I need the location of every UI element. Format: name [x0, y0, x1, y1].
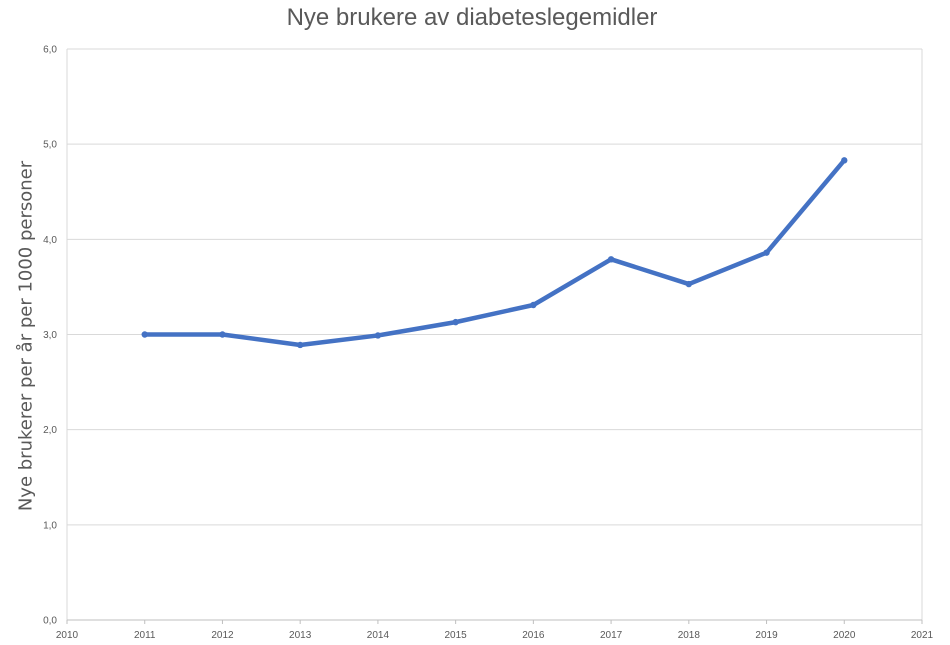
- x-tick-label: 2013: [289, 630, 312, 641]
- x-tick-label: 2020: [833, 630, 856, 641]
- x-tick-labels: 2010 2011 2012 2013 2014 2015 2016 2017 2018 2019…: [56, 630, 934, 641]
- x-tick-label: 2017: [600, 630, 623, 641]
- x-tick-label: 2010: [56, 630, 79, 641]
- chart-title: Nye brukere av diabeteslegemidler: [286, 4, 658, 31]
- y-tick-label: 0,0: [43, 616, 57, 627]
- data-point: [763, 249, 770, 256]
- data-point: [530, 301, 537, 309]
- x-tick-label: 2014: [367, 630, 390, 641]
- x-tick-label: 2011: [134, 630, 156, 641]
- axes: [66, 49, 923, 624]
- y-tick-label: 5,0: [43, 140, 57, 151]
- x-tick-label: 2016: [522, 630, 545, 641]
- data-point: [374, 332, 382, 339]
- data-point: [452, 318, 459, 326]
- y-tick-label: 3,0: [43, 330, 57, 341]
- x-tick-label: 2018: [678, 630, 701, 641]
- y-tick-labels: 0,0 1,0 2,0 3,0 4,0 5,0 6,0: [43, 45, 57, 627]
- data-point: [685, 280, 693, 288]
- x-tick-label: 2019: [755, 630, 778, 641]
- data-point: [296, 341, 304, 349]
- series-layer: [141, 157, 848, 349]
- y-tick-label: 4,0: [43, 235, 57, 246]
- y-tick-label: 1,0: [43, 520, 57, 531]
- y-tick-label: 2,0: [43, 425, 57, 436]
- data-point: [141, 331, 148, 338]
- data-point: [607, 256, 615, 263]
- x-tick-label: 2012: [211, 630, 234, 641]
- data-point: [219, 331, 226, 338]
- y-tick-label: 6,0: [43, 45, 57, 56]
- data-point: [841, 157, 848, 164]
- series-line: [142, 158, 847, 348]
- x-tick-label: 2021: [911, 630, 934, 641]
- x-tick-label: 2015: [445, 630, 468, 641]
